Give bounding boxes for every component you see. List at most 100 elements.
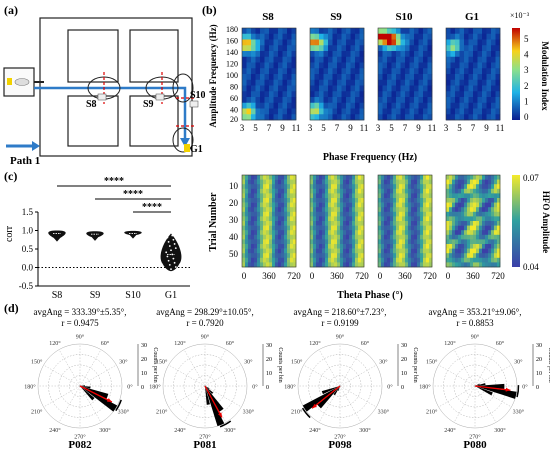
- comod-cell: [264, 68, 270, 75]
- comod-cell: [350, 68, 356, 75]
- polar-bin: [321, 386, 340, 395]
- hfo-cell: [458, 193, 462, 199]
- comod-cell: [255, 97, 261, 104]
- hfo-cell: [458, 257, 462, 263]
- polar-spoke: [58, 385, 81, 423]
- comod-cell: [468, 33, 474, 40]
- comod-cell: [350, 91, 356, 98]
- hfo-cell: [393, 234, 397, 240]
- hfo-cell: [361, 188, 365, 194]
- comod-cell: [332, 33, 338, 40]
- comod-cell: [346, 56, 351, 63]
- comod-cell: [310, 62, 315, 69]
- hfo-cell: [423, 234, 427, 240]
- hfo-cell: [287, 216, 291, 222]
- hfo-cell: [319, 244, 323, 249]
- comod-cell: [491, 85, 496, 92]
- comod-cell: [477, 68, 483, 75]
- hfo-cell: [482, 175, 486, 180]
- comod-cell: [328, 68, 333, 75]
- comod-cell: [423, 28, 428, 35]
- polar-angle-tick: 60°: [226, 340, 235, 347]
- comod-cell: [391, 102, 397, 109]
- hfo-cell: [411, 211, 415, 217]
- start-marker: [7, 78, 12, 85]
- comod-cell: [287, 56, 292, 63]
- violin-shape: [160, 233, 182, 272]
- hfo-cell: [399, 179, 403, 185]
- hfo-cell: [346, 198, 350, 203]
- hfo-cell: [352, 244, 356, 249]
- comodulogram-s9: [309, 27, 365, 121]
- comod-xtick: 7: [403, 123, 408, 133]
- comod-cell: [405, 33, 410, 40]
- comod-cell: [468, 91, 474, 98]
- polar-spoke: [339, 364, 377, 387]
- comod-cell: [264, 79, 270, 86]
- hfo-cell: [467, 198, 471, 203]
- hfo-cell: [328, 198, 332, 203]
- hfo-cell: [470, 230, 474, 236]
- polar-angle-tick: 210°: [156, 409, 168, 416]
- comod-cell: [242, 62, 247, 69]
- comod-cell: [464, 51, 469, 58]
- comod-cell: [355, 85, 360, 92]
- comod-cell: [387, 28, 392, 35]
- comod-cell: [409, 85, 415, 92]
- comod-cell: [310, 68, 315, 75]
- hfo-cell: [473, 193, 477, 199]
- hfo-cell: [452, 198, 456, 203]
- comod-cell: [242, 102, 247, 109]
- hfo-cell: [464, 244, 468, 249]
- hfo-cell: [242, 262, 246, 268]
- comod-cell: [251, 91, 256, 98]
- comod-cell: [282, 45, 288, 52]
- hfo-cell: [263, 198, 267, 203]
- hfo-cell: [340, 188, 344, 194]
- hfo-cell: [417, 253, 421, 259]
- comod-cell: [450, 108, 456, 115]
- comod-cell: [355, 114, 360, 121]
- hfo-cell: [473, 239, 477, 245]
- polar-plot-name: P081: [193, 439, 216, 451]
- comod-cell: [491, 33, 496, 40]
- hfo-cell: [396, 175, 400, 180]
- hfo-cell: [426, 175, 430, 180]
- hfo-cell: [287, 244, 291, 249]
- hfo-cell: [355, 216, 359, 222]
- hfo-cell: [470, 211, 474, 217]
- hfo-cell: [455, 188, 459, 194]
- hfo-cell: [272, 193, 276, 199]
- comod-cell: [291, 68, 297, 75]
- hfo-cell: [393, 175, 397, 180]
- comod-cell: [359, 68, 365, 75]
- comod-cell: [260, 45, 265, 52]
- hfo-cell: [269, 244, 273, 249]
- comod-ytick: 60: [230, 94, 238, 103]
- hfo-cell: [446, 179, 450, 185]
- comod-cell: [409, 91, 415, 98]
- hfo-cell: [358, 244, 362, 249]
- hfo-cell: [423, 184, 427, 190]
- hfo-cell: [378, 234, 382, 240]
- comod-cell: [319, 33, 324, 40]
- hfo-cell: [426, 207, 430, 213]
- comod-cell: [378, 85, 383, 92]
- hfo-cell: [387, 202, 391, 208]
- hfo-cell: [257, 188, 261, 194]
- comod-cell: [482, 102, 487, 109]
- hfo-cell: [328, 202, 332, 208]
- comod-cell: [341, 97, 347, 104]
- hfo-cell: [470, 179, 474, 185]
- hfo-cell: [405, 257, 409, 263]
- hfo-cell: [355, 253, 359, 259]
- hfo-cell: [464, 211, 468, 217]
- path-arrowhead: [180, 138, 190, 147]
- hfo-cell: [337, 202, 341, 208]
- comod-cell: [269, 108, 274, 115]
- hfo-cell: [319, 184, 323, 190]
- comod-cell: [491, 108, 496, 115]
- hfo-cell: [479, 221, 483, 226]
- comod-cell: [269, 56, 274, 63]
- hfo-cell: [349, 179, 353, 185]
